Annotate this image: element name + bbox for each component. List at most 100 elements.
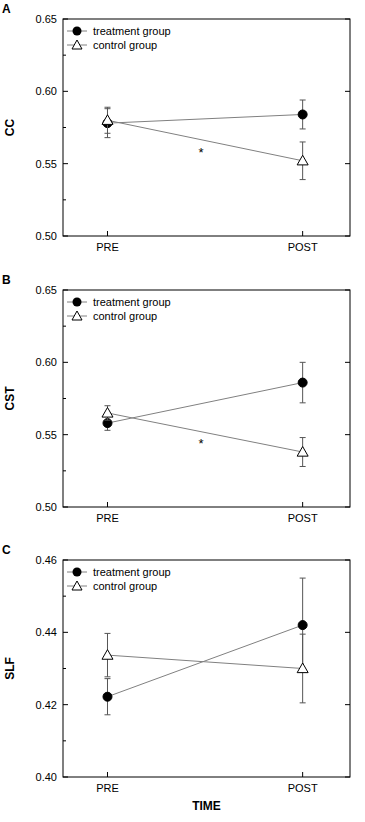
- x-tick-label: POST: [288, 782, 318, 794]
- series-line: [107, 114, 302, 123]
- error-cap: [104, 430, 110, 431]
- marker: [297, 663, 308, 673]
- error-cap: [300, 437, 306, 438]
- y-tick-label: 0.42: [36, 699, 57, 711]
- series-line: [107, 655, 302, 668]
- series-line: [107, 383, 302, 424]
- error-cap: [300, 100, 306, 101]
- error-cap: [104, 420, 110, 421]
- y-tick-label: 0.44: [36, 626, 57, 638]
- legend-marker: [73, 568, 82, 577]
- x-tick-label: PRE: [96, 241, 119, 253]
- series-line: [107, 413, 302, 452]
- y-tick-label: 0.50: [36, 230, 57, 242]
- y-tick: [63, 163, 68, 164]
- x-tick-label: PRE: [96, 782, 119, 794]
- y-tick-label: 0.40: [36, 771, 57, 783]
- error-cap: [300, 402, 306, 403]
- y-tick: [63, 560, 68, 561]
- y-tick: [63, 704, 68, 705]
- legend-label: control group: [93, 39, 157, 51]
- y-minor-tick: [63, 596, 66, 597]
- x-tick: [302, 772, 303, 777]
- y-tick: [345, 434, 350, 435]
- y-tick-label: 0.65: [36, 284, 57, 296]
- y-tick: [345, 560, 350, 561]
- y-minor-tick: [63, 398, 66, 399]
- panel: B0.500.550.600.65PREPOSTCST*treatment gr…: [2, 273, 350, 524]
- y-minor-tick: [63, 668, 66, 669]
- y-minor-tick: [63, 470, 66, 471]
- y-tick-label: 0.50: [36, 501, 57, 513]
- x-tick: [107, 502, 108, 507]
- plot-frame: [63, 290, 350, 507]
- y-tick: [345, 236, 350, 237]
- error-cap: [300, 702, 306, 703]
- y-tick-label: 0.55: [36, 158, 57, 170]
- legend: treatment groupcontrol group: [67, 566, 171, 592]
- y-tick: [345, 290, 350, 291]
- error-cap: [104, 137, 110, 138]
- error-cap: [300, 634, 306, 635]
- legend-label: control group: [93, 580, 157, 592]
- y-tick-label: 0.65: [36, 13, 57, 25]
- x-tick: [302, 231, 303, 236]
- x-tick-label: POST: [288, 512, 318, 524]
- data-area: [102, 362, 308, 466]
- marker: [297, 447, 308, 457]
- y-tick: [345, 362, 350, 363]
- legend-marker: [73, 298, 82, 307]
- marker: [297, 155, 308, 165]
- error-cap: [300, 141, 306, 142]
- x-axis-label: TIME: [192, 799, 221, 813]
- y-tick: [345, 507, 350, 508]
- y-tick-label: 0.60: [36, 85, 57, 97]
- panel: C 0.40 0.42 0.44 0.46 PRE POST SLF TIME treatment…: [2, 543, 350, 813]
- error-cap: [104, 633, 110, 634]
- y-tick-label: 0.46: [36, 554, 57, 566]
- panel-letter: C: [2, 543, 11, 557]
- y-minor-tick: [63, 55, 66, 56]
- y-tick: [63, 19, 68, 20]
- data-area: [102, 578, 308, 715]
- y-tick: [63, 777, 68, 778]
- marker: [298, 621, 307, 630]
- legend: treatment groupcontrol group: [67, 296, 171, 322]
- y-tick: [63, 507, 68, 508]
- y-axis-label: SLF: [3, 657, 17, 680]
- x-tick-label: POST: [288, 241, 318, 253]
- legend-marker: [72, 581, 82, 590]
- x-tick: [302, 502, 303, 507]
- legend: treatment group control group: [67, 25, 171, 51]
- y-tick: [345, 632, 350, 633]
- y-minor-tick: [63, 127, 66, 128]
- legend-marker: [72, 311, 82, 320]
- error-cap: [104, 676, 110, 677]
- y-tick: [345, 777, 350, 778]
- plot-frame: [63, 19, 350, 236]
- y-tick: [63, 290, 68, 291]
- y-tick: [63, 632, 68, 633]
- y-tick: [63, 362, 68, 363]
- x-tick: [107, 231, 108, 236]
- marker: [102, 650, 113, 660]
- panel: A0.500.550.600.65PREPOSTCC*treatment gro…: [2, 2, 350, 253]
- marker: [298, 378, 307, 387]
- legend-marker: [73, 27, 82, 36]
- x-tick-label: PRE: [96, 512, 119, 524]
- error-cap: [104, 678, 110, 679]
- marker: [103, 419, 112, 428]
- y-axis-label: CST: [3, 386, 17, 411]
- legend-label: treatment group: [93, 25, 171, 37]
- legend-label: treatment group: [93, 296, 171, 308]
- y-minor-tick: [63, 740, 66, 741]
- y-tick: [345, 163, 350, 164]
- y-tick-label: 0.60: [36, 356, 57, 368]
- marker: [102, 407, 113, 417]
- y-tick: [63, 91, 68, 92]
- error-cap: [104, 405, 110, 406]
- annotation: *: [199, 145, 204, 160]
- error-cap: [300, 362, 306, 363]
- series-line: [107, 625, 302, 697]
- y-tick: [63, 434, 68, 435]
